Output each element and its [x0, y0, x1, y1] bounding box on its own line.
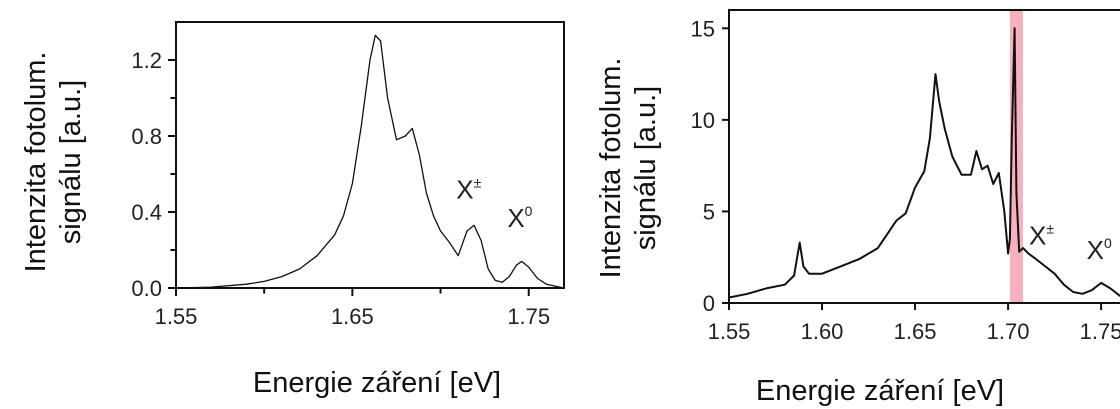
peak-annotation: X0: [507, 203, 532, 233]
left-chart: 1.55 1.65 1.75 0.0 0.4 0.8 1.2 X± X0 Energie zář…: [20, 21, 565, 399]
right-y-axis-label-line-2: signálu [a.u.]: [630, 86, 662, 250]
x-tick-label: 1.75: [507, 304, 550, 329]
y-tick-label: 1.2: [131, 48, 162, 73]
x-tick-label: 1.75: [1080, 319, 1120, 344]
left-plot-frame: [175, 21, 565, 289]
x-tick-label: 1.65: [894, 319, 937, 344]
left-y-axis-label-line-1: Intenzita fotolum.: [20, 52, 52, 273]
y-tick-label: 0.0: [131, 276, 162, 301]
peak-annotation: X±: [456, 175, 481, 205]
peak-annotation: X±: [1029, 220, 1054, 250]
right-y-axis-label-line-1: Intenzita fotolum.: [595, 58, 627, 279]
x-tick-label: 1.65: [331, 304, 374, 329]
x-tick-label: 1.70: [987, 319, 1030, 344]
y-tick-label: 0.4: [131, 200, 162, 225]
x-tick-label: 1.60: [801, 319, 844, 344]
right-plot-frame: [728, 9, 1120, 304]
y-tick-label: 15: [691, 16, 715, 41]
x-tick-label: 1.55: [708, 319, 751, 344]
y-tick-label: 0.8: [131, 124, 162, 149]
y-tick-label: 5: [703, 199, 715, 224]
right-chart-marks: 1.55 1.60 1.65 1.70 1.75 0 5 10 15 X± X0: [691, 16, 1120, 344]
spectrum-line: [175, 34, 565, 289]
left-y-axis-label-line-2: signálu [a.u.]: [55, 80, 87, 244]
right-chart: 1.55 1.60 1.65 1.70 1.75 0 5 10 15 X± X0 Energie z…: [595, 9, 1120, 407]
spectrum-line: [728, 27, 1120, 299]
y-tick-label: 0: [703, 291, 715, 316]
y-tick-label: 10: [691, 108, 715, 133]
right-x-axis-label: Energie záření [eV]: [756, 375, 1004, 407]
peak-annotation: X0: [1087, 235, 1112, 265]
left-x-axis-label: Energie záření [eV]: [253, 367, 501, 399]
x-tick-label: 1.55: [155, 304, 198, 329]
left-chart-marks: 1.55 1.65 1.75 0.0 0.4 0.8 1.2 X± X0: [131, 34, 565, 329]
